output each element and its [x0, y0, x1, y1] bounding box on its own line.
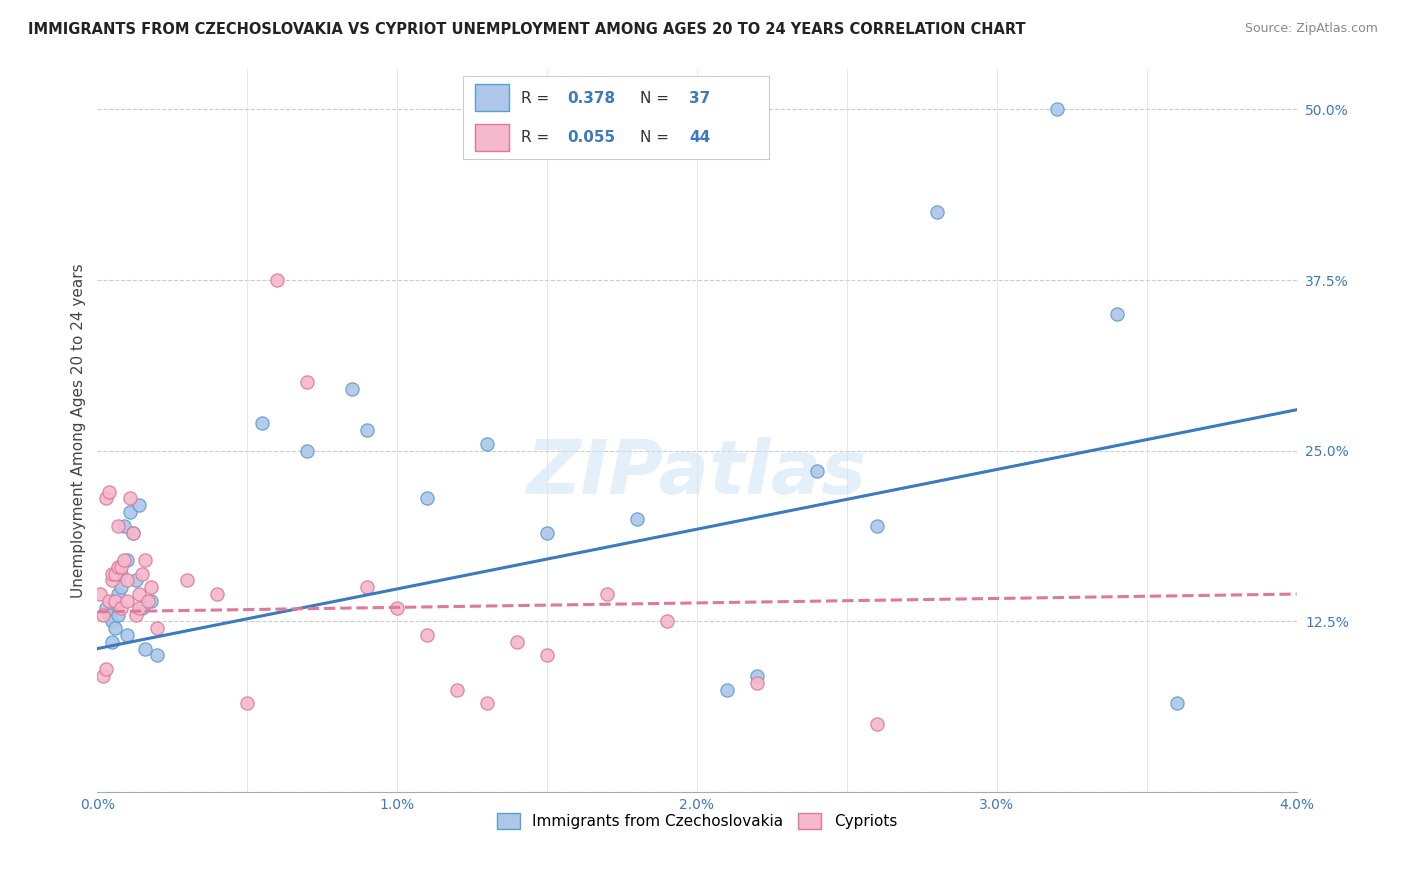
Point — [506, 635, 529, 649]
Point — [122, 525, 145, 540]
Point — [131, 600, 153, 615]
Point — [866, 518, 889, 533]
Point — [117, 628, 139, 642]
Point — [93, 607, 115, 622]
Point — [98, 594, 121, 608]
Point — [1046, 103, 1069, 117]
Point — [340, 382, 363, 396]
Point — [125, 607, 148, 622]
Point — [297, 443, 319, 458]
Point — [745, 675, 768, 690]
Point — [536, 525, 558, 540]
Point — [1105, 307, 1128, 321]
Point — [416, 628, 439, 642]
Point — [117, 553, 139, 567]
Point — [120, 505, 142, 519]
Point — [110, 580, 132, 594]
Y-axis label: Unemployment Among Ages 20 to 24 years: Unemployment Among Ages 20 to 24 years — [72, 263, 86, 598]
Point — [536, 648, 558, 663]
Point — [122, 525, 145, 540]
Point — [925, 204, 948, 219]
Point — [596, 587, 619, 601]
Point — [101, 615, 124, 629]
Point — [98, 607, 121, 622]
Point — [101, 566, 124, 581]
Point — [107, 559, 129, 574]
Point — [207, 587, 229, 601]
Point — [356, 423, 378, 437]
Point — [120, 491, 142, 506]
Point — [93, 669, 115, 683]
Point — [104, 594, 127, 608]
Point — [131, 566, 153, 581]
Point — [146, 648, 169, 663]
Legend: Immigrants from Czechoslovakia, Cypriots: Immigrants from Czechoslovakia, Cypriots — [491, 806, 903, 835]
Point — [110, 566, 132, 581]
Text: IMMIGRANTS FROM CZECHOSLOVAKIA VS CYPRIOT UNEMPLOYMENT AMONG AGES 20 TO 24 YEARS: IMMIGRANTS FROM CZECHOSLOVAKIA VS CYPRIO… — [28, 22, 1026, 37]
Point — [128, 600, 150, 615]
Point — [104, 566, 127, 581]
Text: ZIPatlas: ZIPatlas — [527, 437, 868, 510]
Point — [385, 600, 408, 615]
Point — [252, 417, 274, 431]
Point — [110, 600, 132, 615]
Point — [128, 587, 150, 601]
Point — [176, 574, 198, 588]
Point — [117, 594, 139, 608]
Point — [101, 635, 124, 649]
Point — [297, 376, 319, 390]
Point — [475, 437, 498, 451]
Point — [98, 484, 121, 499]
Point — [141, 594, 163, 608]
Point — [125, 574, 148, 588]
Point — [134, 641, 156, 656]
Point — [655, 615, 678, 629]
Point — [101, 574, 124, 588]
Point — [128, 498, 150, 512]
Point — [112, 553, 135, 567]
Point — [866, 716, 889, 731]
Point — [96, 600, 118, 615]
Point — [112, 518, 135, 533]
Point — [110, 559, 132, 574]
Point — [89, 587, 111, 601]
Point — [104, 621, 127, 635]
Point — [96, 662, 118, 676]
Text: Source: ZipAtlas.com: Source: ZipAtlas.com — [1244, 22, 1378, 36]
Point — [107, 587, 129, 601]
Point — [96, 491, 118, 506]
Point — [104, 594, 127, 608]
Point — [146, 621, 169, 635]
Point — [446, 682, 468, 697]
Point — [806, 464, 828, 478]
Point — [107, 518, 129, 533]
Point — [134, 553, 156, 567]
Point — [107, 607, 129, 622]
Point — [626, 512, 648, 526]
Point — [416, 491, 439, 506]
Point — [236, 696, 259, 710]
Point — [266, 273, 288, 287]
Point — [716, 682, 738, 697]
Point — [117, 574, 139, 588]
Point — [136, 594, 159, 608]
Point — [1166, 696, 1188, 710]
Point — [141, 580, 163, 594]
Point — [745, 669, 768, 683]
Point — [475, 696, 498, 710]
Point — [356, 580, 378, 594]
